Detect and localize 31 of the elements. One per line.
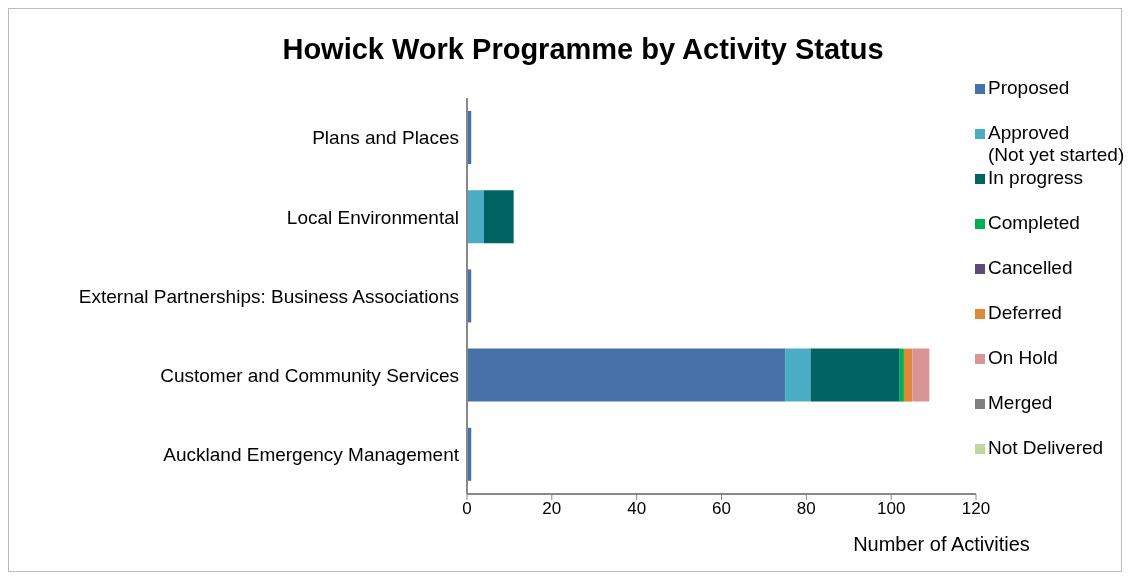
bar xyxy=(785,348,811,402)
chart-title: Howick Work Programme by Activity Status xyxy=(281,33,885,66)
legend-label: Not Delivered xyxy=(988,437,1104,459)
y-tick-label: Customer and Community Services xyxy=(160,364,459,386)
x-tick-label: 100 xyxy=(876,499,906,519)
bar xyxy=(467,348,786,402)
y-tick-label: Local Environmental xyxy=(286,206,459,228)
bar xyxy=(912,348,930,402)
x-axis-title: Number of Activities xyxy=(853,533,1030,555)
legend-label: In progress xyxy=(988,167,1084,189)
legend-label: Cancelled xyxy=(988,257,1073,279)
legend-label: Proposed xyxy=(988,77,1070,99)
y-tick-label: Auckland Emergency Management xyxy=(163,444,460,466)
y-tick-label: External Partnerships: Business Associations xyxy=(78,285,459,307)
legend-label: On Hold xyxy=(988,347,1058,369)
x-tick-label: 20 xyxy=(542,499,562,519)
x-tick-label: 60 xyxy=(712,499,731,519)
bar xyxy=(810,348,900,402)
legend-label: Merged xyxy=(988,392,1053,414)
x-tick-label: 0 xyxy=(462,499,472,519)
bar xyxy=(899,348,904,402)
y-tick-label: Plans and Places xyxy=(312,127,459,149)
bar xyxy=(467,190,484,244)
x-tick-label: 40 xyxy=(627,499,647,519)
x-tick-label: 80 xyxy=(796,499,816,519)
bar xyxy=(483,190,514,244)
legend-label: Deferred xyxy=(988,302,1062,324)
bar xyxy=(903,348,913,402)
legend-label: Completed xyxy=(988,212,1080,234)
legend-label: Approved (Not yet started) xyxy=(988,122,1125,166)
x-tick-label: 120 xyxy=(961,499,991,519)
